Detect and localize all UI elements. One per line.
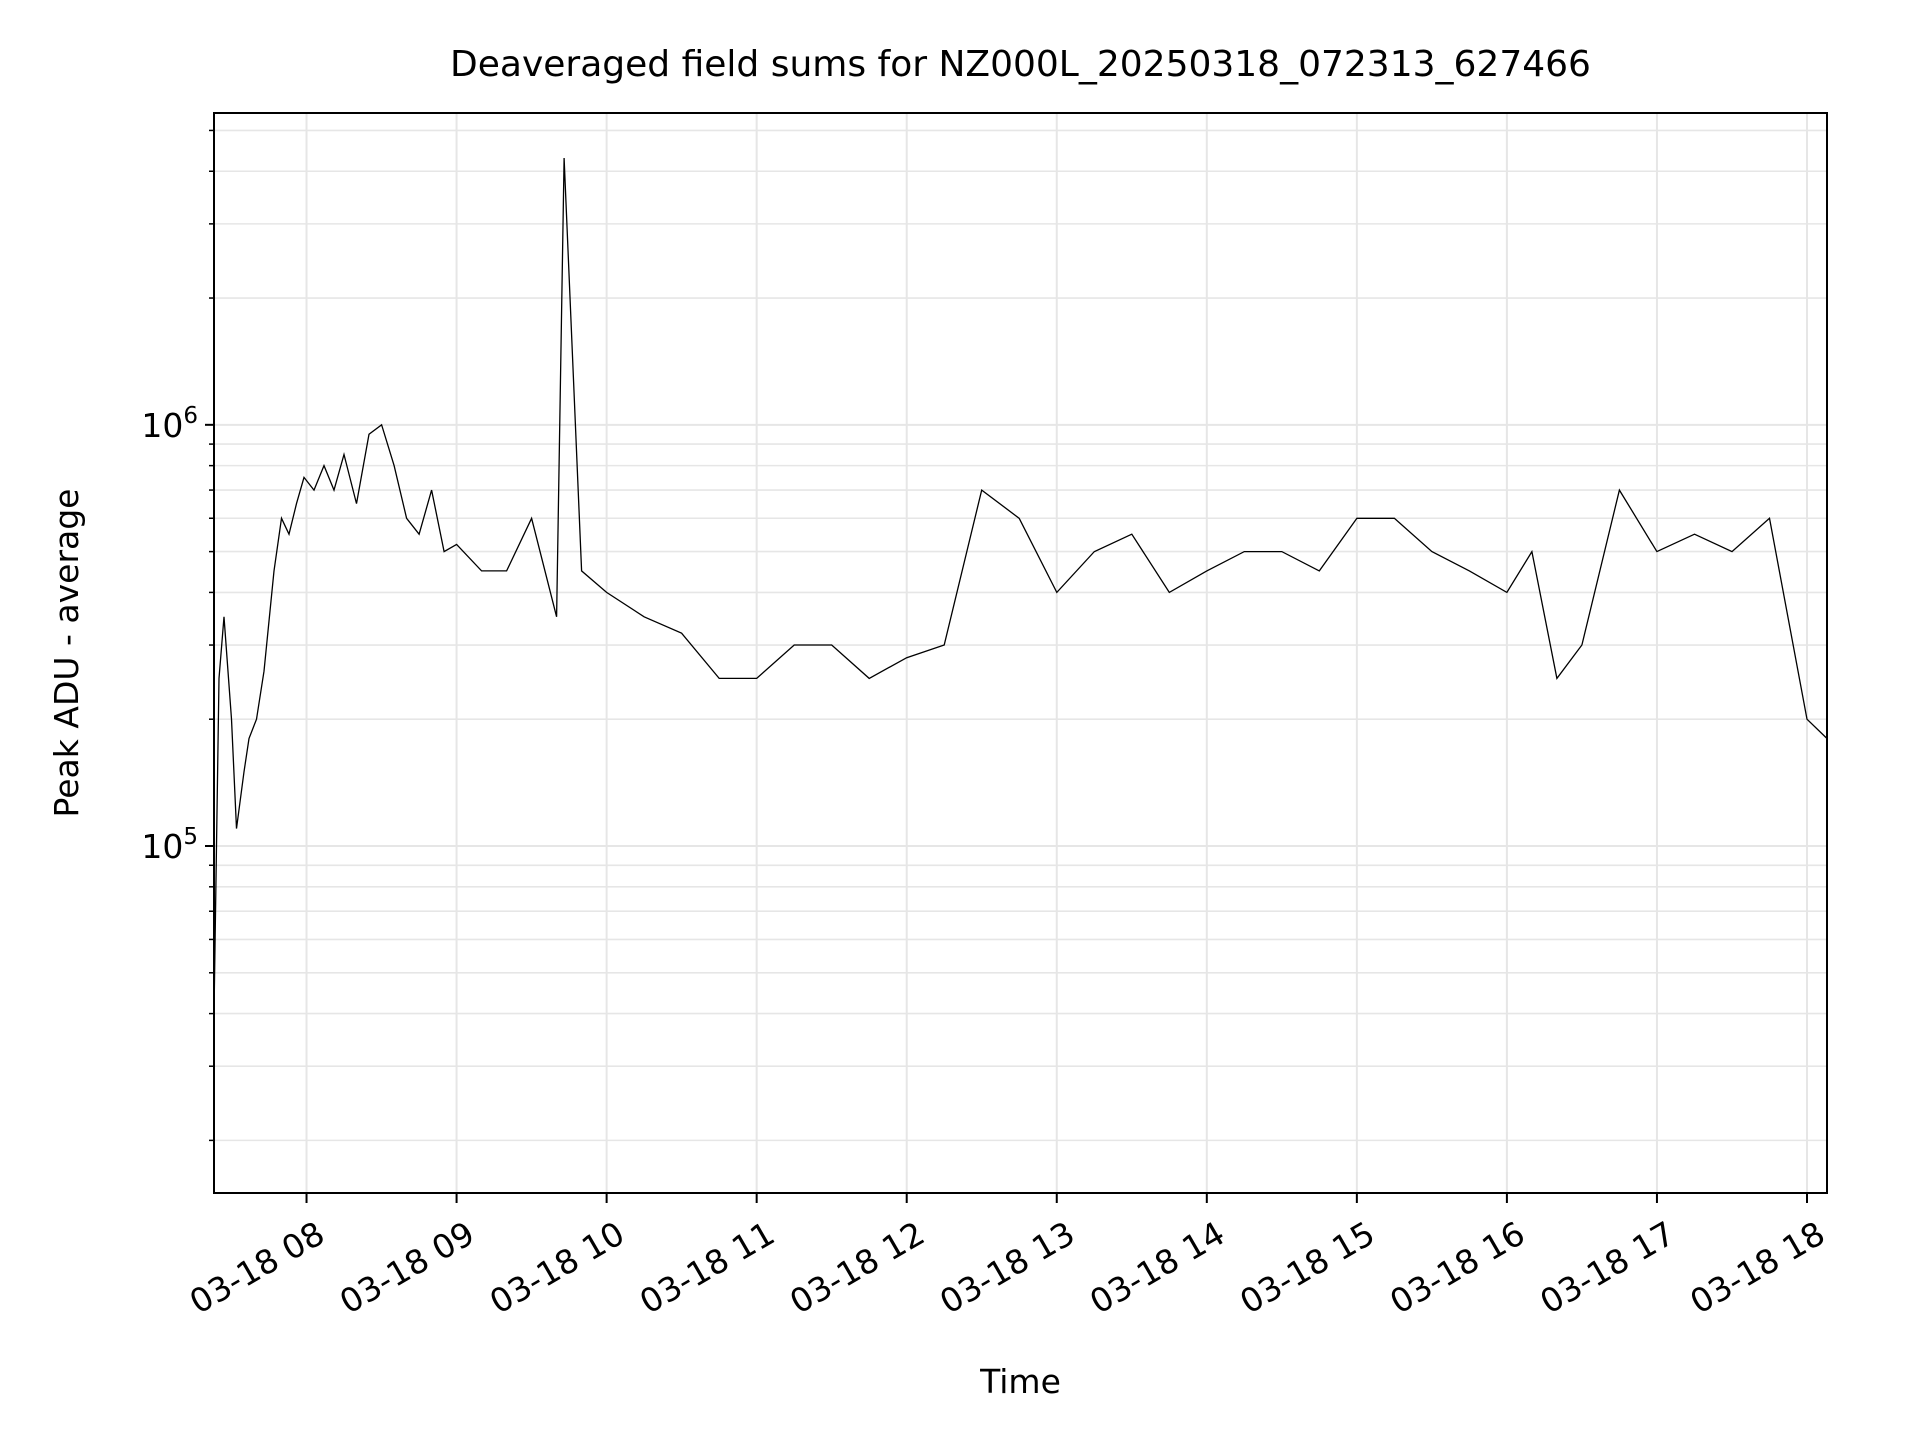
x-tick-label: 03-18 18	[1683, 1214, 1831, 1322]
axes: 03-18 08 03-18 09 03-18 10 03-18 11 03-18 12…	[141, 129, 1831, 1322]
x-tick-label: 03-18 08	[183, 1214, 331, 1322]
plot-frame	[213, 112, 1828, 1194]
x-tick-label: 03-18 10	[483, 1214, 631, 1322]
x-tick-label: 03-18 14	[1083, 1214, 1231, 1322]
x-tick-label: 03-18 11	[633, 1214, 781, 1322]
x-tick-label: 03-18 09	[333, 1214, 481, 1322]
x-tick-label: 03-18 13	[933, 1214, 1081, 1322]
grid	[214, 113, 1827, 1193]
x-axis-label: Time	[979, 1362, 1061, 1401]
y-tick-label: 106	[141, 403, 198, 445]
x-tick-label: 03-18 16	[1383, 1214, 1531, 1322]
x-tick-label: 03-18 17	[1533, 1214, 1681, 1322]
y-axis-label: Peak ADU - average	[47, 489, 86, 818]
series-layer	[213, 157, 1828, 1014]
x-tick-label: 03-18 15	[1233, 1214, 1381, 1322]
x-tick-label: 03-18 12	[783, 1214, 931, 1322]
y-tick-label: 105	[141, 824, 198, 866]
series-line	[213, 157, 1828, 1014]
chart-title: Deaveraged field sums for NZ000L_2025031…	[450, 44, 1591, 85]
